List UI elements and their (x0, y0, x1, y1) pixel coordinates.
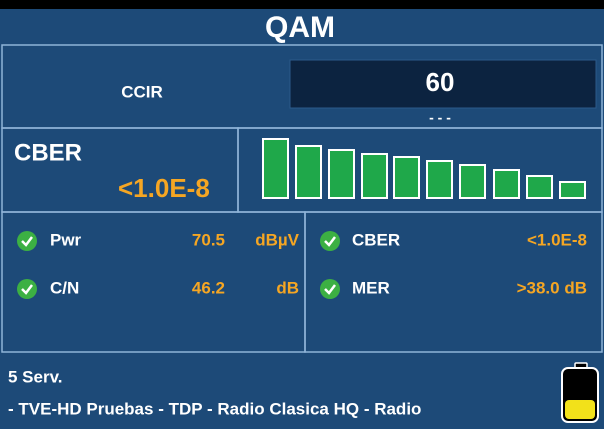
check-mark (324, 236, 336, 247)
check-icon (320, 279, 340, 299)
meas-value: >38.0 dB (517, 278, 587, 297)
services-list: - TVE-HD Pruebas - TDP - Radio Clasica H… (8, 399, 421, 418)
header (0, 9, 604, 45)
meas-unit: dBµV (255, 230, 299, 249)
check-mark (21, 284, 33, 295)
bar-segment (295, 145, 322, 199)
check-icon (17, 279, 37, 299)
bar-segment (526, 175, 553, 199)
cber-value: <1.0E-8 (118, 173, 210, 203)
bar-segment (493, 169, 520, 199)
meas-right-frame (304, 211, 603, 353)
meas-value: <1.0E-8 (527, 230, 587, 249)
meas-label: C/N (50, 278, 79, 297)
bar-segment (426, 160, 453, 199)
channel-label: CCIR (121, 82, 163, 101)
bar-segment (361, 153, 388, 199)
meas-value: 46.2 (192, 278, 225, 297)
bar-segment (262, 138, 289, 199)
check-icon (320, 231, 340, 251)
check-circle (17, 231, 37, 251)
channel-value: 60 (426, 67, 455, 97)
channel-box (289, 59, 597, 109)
meas-value: 70.5 (192, 230, 225, 249)
bargraph (262, 138, 586, 199)
check-mark (21, 236, 33, 247)
meas-label: CBER (352, 230, 400, 249)
check-circle (320, 231, 340, 251)
check-circle (17, 279, 37, 299)
meas-label: MER (352, 278, 390, 297)
cber-label: CBER (14, 139, 82, 166)
channel-sub: - - - (429, 110, 451, 126)
check-mark (324, 284, 336, 295)
bar-segment (393, 156, 420, 199)
check-circle (320, 279, 340, 299)
measurements: Pwr 70.5 dBµV C/N 46.2 dB CBER <1.0E-8 MER >38.0 … (17, 230, 587, 299)
meas-label: Pwr (50, 230, 82, 249)
bar-segment (559, 181, 586, 199)
check-icon (17, 231, 37, 251)
meas-unit: dB (276, 278, 299, 297)
services-count: 5 Serv. (8, 367, 63, 386)
bar-segment (459, 164, 486, 199)
header-title: QAM (265, 11, 335, 44)
bar-segment (328, 149, 355, 199)
battery-icon (561, 362, 599, 423)
